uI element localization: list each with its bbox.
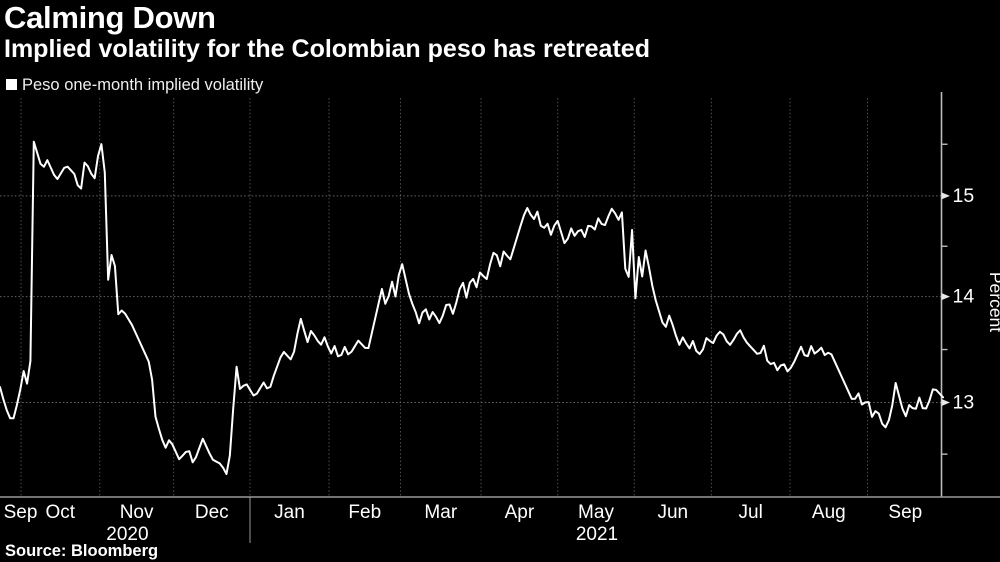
- svg-text:Apr: Apr: [505, 502, 535, 523]
- svg-text:Dec: Dec: [195, 502, 229, 523]
- svg-text:15: 15: [953, 185, 975, 207]
- svg-text:Oct: Oct: [46, 502, 76, 523]
- svg-text:2021: 2021: [576, 524, 618, 545]
- svg-text:Feb: Feb: [348, 502, 381, 523]
- svg-text:Sep: Sep: [4, 502, 38, 523]
- svg-text:May: May: [578, 502, 614, 523]
- svg-text:Jan: Jan: [274, 502, 305, 523]
- svg-text:Percent: Percent: [986, 272, 1000, 332]
- svg-text:Jul: Jul: [739, 502, 763, 523]
- svg-text:Aug: Aug: [812, 502, 846, 523]
- svg-text:Jun: Jun: [657, 502, 688, 523]
- svg-text:Nov: Nov: [120, 502, 154, 523]
- svg-text:13: 13: [953, 392, 975, 414]
- svg-text:Mar: Mar: [424, 502, 457, 523]
- svg-text:14: 14: [953, 286, 975, 308]
- svg-text:2020: 2020: [106, 524, 148, 545]
- svg-text:Sep: Sep: [888, 502, 922, 523]
